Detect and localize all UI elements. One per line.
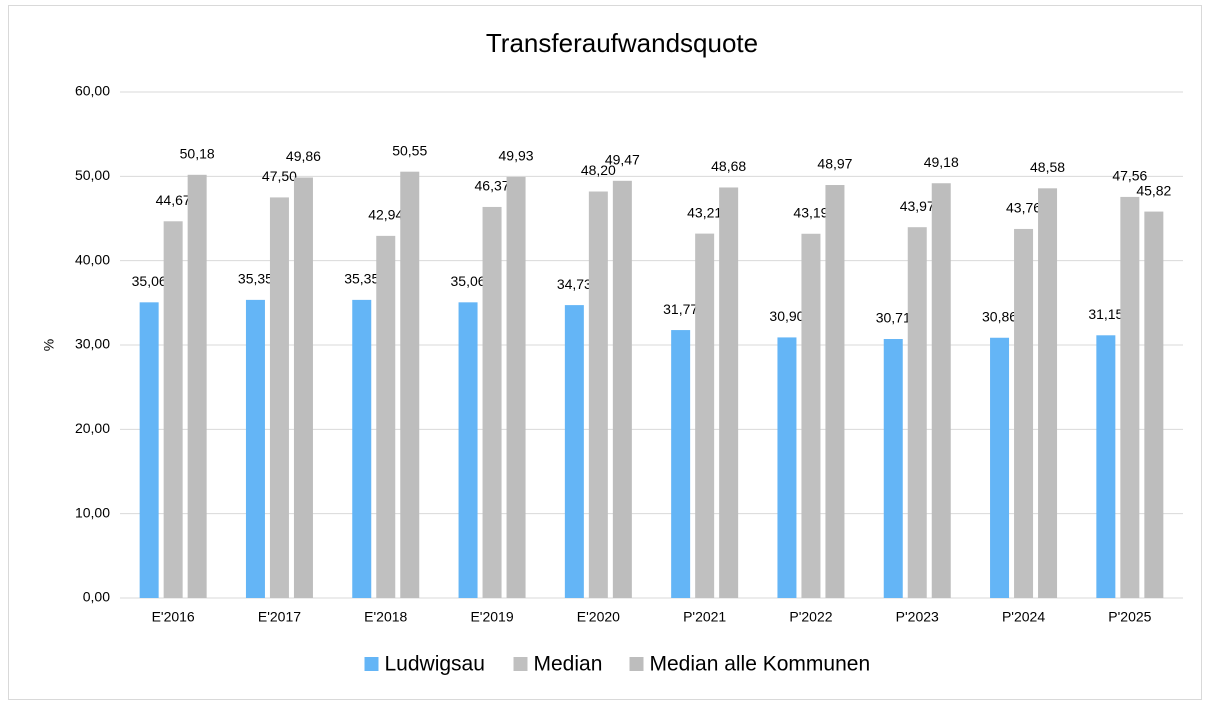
- y-tick-label: 10,00: [75, 504, 110, 520]
- legend-swatch: [513, 657, 528, 671]
- x-tick-label: E'2018: [364, 609, 407, 625]
- bar: [564, 305, 584, 598]
- data-label: 43,97: [900, 198, 935, 214]
- bar: [293, 177, 313, 598]
- x-tick-label: E'2016: [152, 609, 195, 625]
- bar: [139, 302, 159, 598]
- bar: [187, 174, 207, 598]
- data-label: 50,18: [180, 146, 215, 162]
- data-label: 30,90: [769, 308, 804, 324]
- data-label: 49,47: [605, 152, 640, 168]
- bar: [376, 235, 396, 598]
- data-label: 48,97: [817, 156, 852, 172]
- x-tick-label: P'2025: [1108, 609, 1151, 625]
- bar: [482, 206, 502, 598]
- data-label: 43,76: [1006, 200, 1041, 216]
- bar: [825, 185, 845, 599]
- legend-label: Median alle Kommunen: [650, 653, 871, 676]
- legend-label: Ludwigsau: [385, 653, 485, 676]
- bar: [163, 221, 183, 598]
- x-tick-label: E'2017: [258, 609, 301, 625]
- data-label: 30,71: [876, 310, 911, 326]
- bar: [801, 233, 821, 598]
- data-label: 45,82: [1136, 182, 1171, 198]
- bar: [671, 330, 691, 598]
- y-tick-label: 60,00: [75, 83, 110, 99]
- data-label: 35,06: [132, 273, 167, 289]
- y-tick-label: 0,00: [83, 589, 110, 605]
- data-label: 42,94: [368, 207, 403, 223]
- bar: [269, 197, 289, 598]
- bar: [458, 302, 478, 598]
- y-tick-label: 30,00: [75, 336, 110, 352]
- data-label: 34,73: [557, 276, 592, 292]
- y-tick-label: 50,00: [75, 167, 110, 183]
- x-tick-label: P'2021: [683, 609, 726, 625]
- data-label: 49,86: [286, 148, 321, 164]
- bar: [931, 183, 951, 599]
- bar: [506, 176, 526, 599]
- data-label: 49,93: [499, 148, 534, 164]
- x-tick-label: E'2020: [577, 609, 620, 625]
- chart-title: Transferaufwandsquote: [486, 28, 758, 58]
- bar: [588, 191, 608, 598]
- bar: [352, 299, 372, 598]
- bar: [719, 187, 739, 598]
- y-tick-label: 40,00: [75, 251, 110, 267]
- bar: [777, 337, 797, 598]
- data-label: 43,19: [793, 204, 828, 220]
- data-label: 35,35: [238, 271, 273, 287]
- data-label: 30,86: [982, 308, 1017, 324]
- bar: [400, 171, 420, 598]
- legend-swatch: [364, 657, 379, 671]
- data-label: 43,21: [687, 204, 722, 220]
- data-label: 47,56: [1112, 168, 1147, 184]
- x-tick-label: P'2022: [789, 609, 832, 625]
- y-tick-label: 20,00: [75, 420, 110, 436]
- bar: [695, 233, 715, 598]
- data-label: 46,37: [475, 178, 510, 194]
- bar: [883, 339, 903, 598]
- data-label: 31,15: [1088, 306, 1123, 322]
- bar: [1144, 211, 1164, 599]
- data-label: 35,35: [344, 271, 379, 287]
- data-label: 50,55: [392, 142, 427, 158]
- bar: [907, 227, 927, 598]
- bar: [990, 337, 1010, 598]
- y-axis-label: %: [41, 339, 57, 351]
- x-tick-label: P'2024: [1002, 609, 1045, 625]
- x-tick-label: P'2023: [896, 609, 939, 625]
- data-label: 31,77: [663, 301, 698, 317]
- legend-swatch: [629, 657, 644, 671]
- legend-label: Median: [534, 653, 603, 676]
- data-label: 48,68: [711, 158, 746, 174]
- bar: [1096, 335, 1116, 598]
- data-label: 35,06: [451, 273, 486, 289]
- bar: [245, 299, 265, 598]
- bar: [612, 180, 632, 599]
- bar: [1120, 196, 1140, 599]
- bar: [1014, 228, 1034, 598]
- data-label: 44,67: [156, 192, 191, 208]
- bar: [1038, 188, 1058, 599]
- data-label: 49,18: [924, 154, 959, 170]
- data-label: 47,50: [262, 168, 297, 184]
- data-label: 48,58: [1030, 159, 1065, 175]
- x-tick-label: E'2019: [470, 609, 513, 625]
- data-label: 48,20: [581, 162, 616, 178]
